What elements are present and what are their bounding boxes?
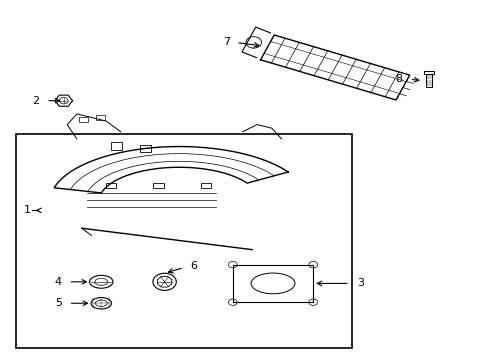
Bar bbox=[233, 265, 313, 302]
Text: 5: 5 bbox=[55, 298, 62, 308]
Bar bbox=[79, 117, 88, 122]
Bar bbox=[424, 71, 434, 74]
Bar bbox=[140, 145, 151, 152]
Text: 6: 6 bbox=[191, 261, 197, 271]
Text: 1: 1 bbox=[24, 205, 30, 215]
Bar bbox=[97, 115, 105, 120]
Text: 3: 3 bbox=[357, 278, 364, 288]
Bar bbox=[111, 143, 122, 150]
Bar bbox=[153, 183, 164, 188]
Text: 4: 4 bbox=[55, 277, 62, 287]
Text: 8: 8 bbox=[396, 73, 403, 84]
Text: 2: 2 bbox=[32, 96, 39, 106]
Bar bbox=[426, 74, 432, 87]
Bar bbox=[201, 183, 211, 188]
Bar bbox=[106, 183, 116, 188]
Bar bbox=[16, 134, 352, 348]
Text: 7: 7 bbox=[222, 37, 230, 47]
